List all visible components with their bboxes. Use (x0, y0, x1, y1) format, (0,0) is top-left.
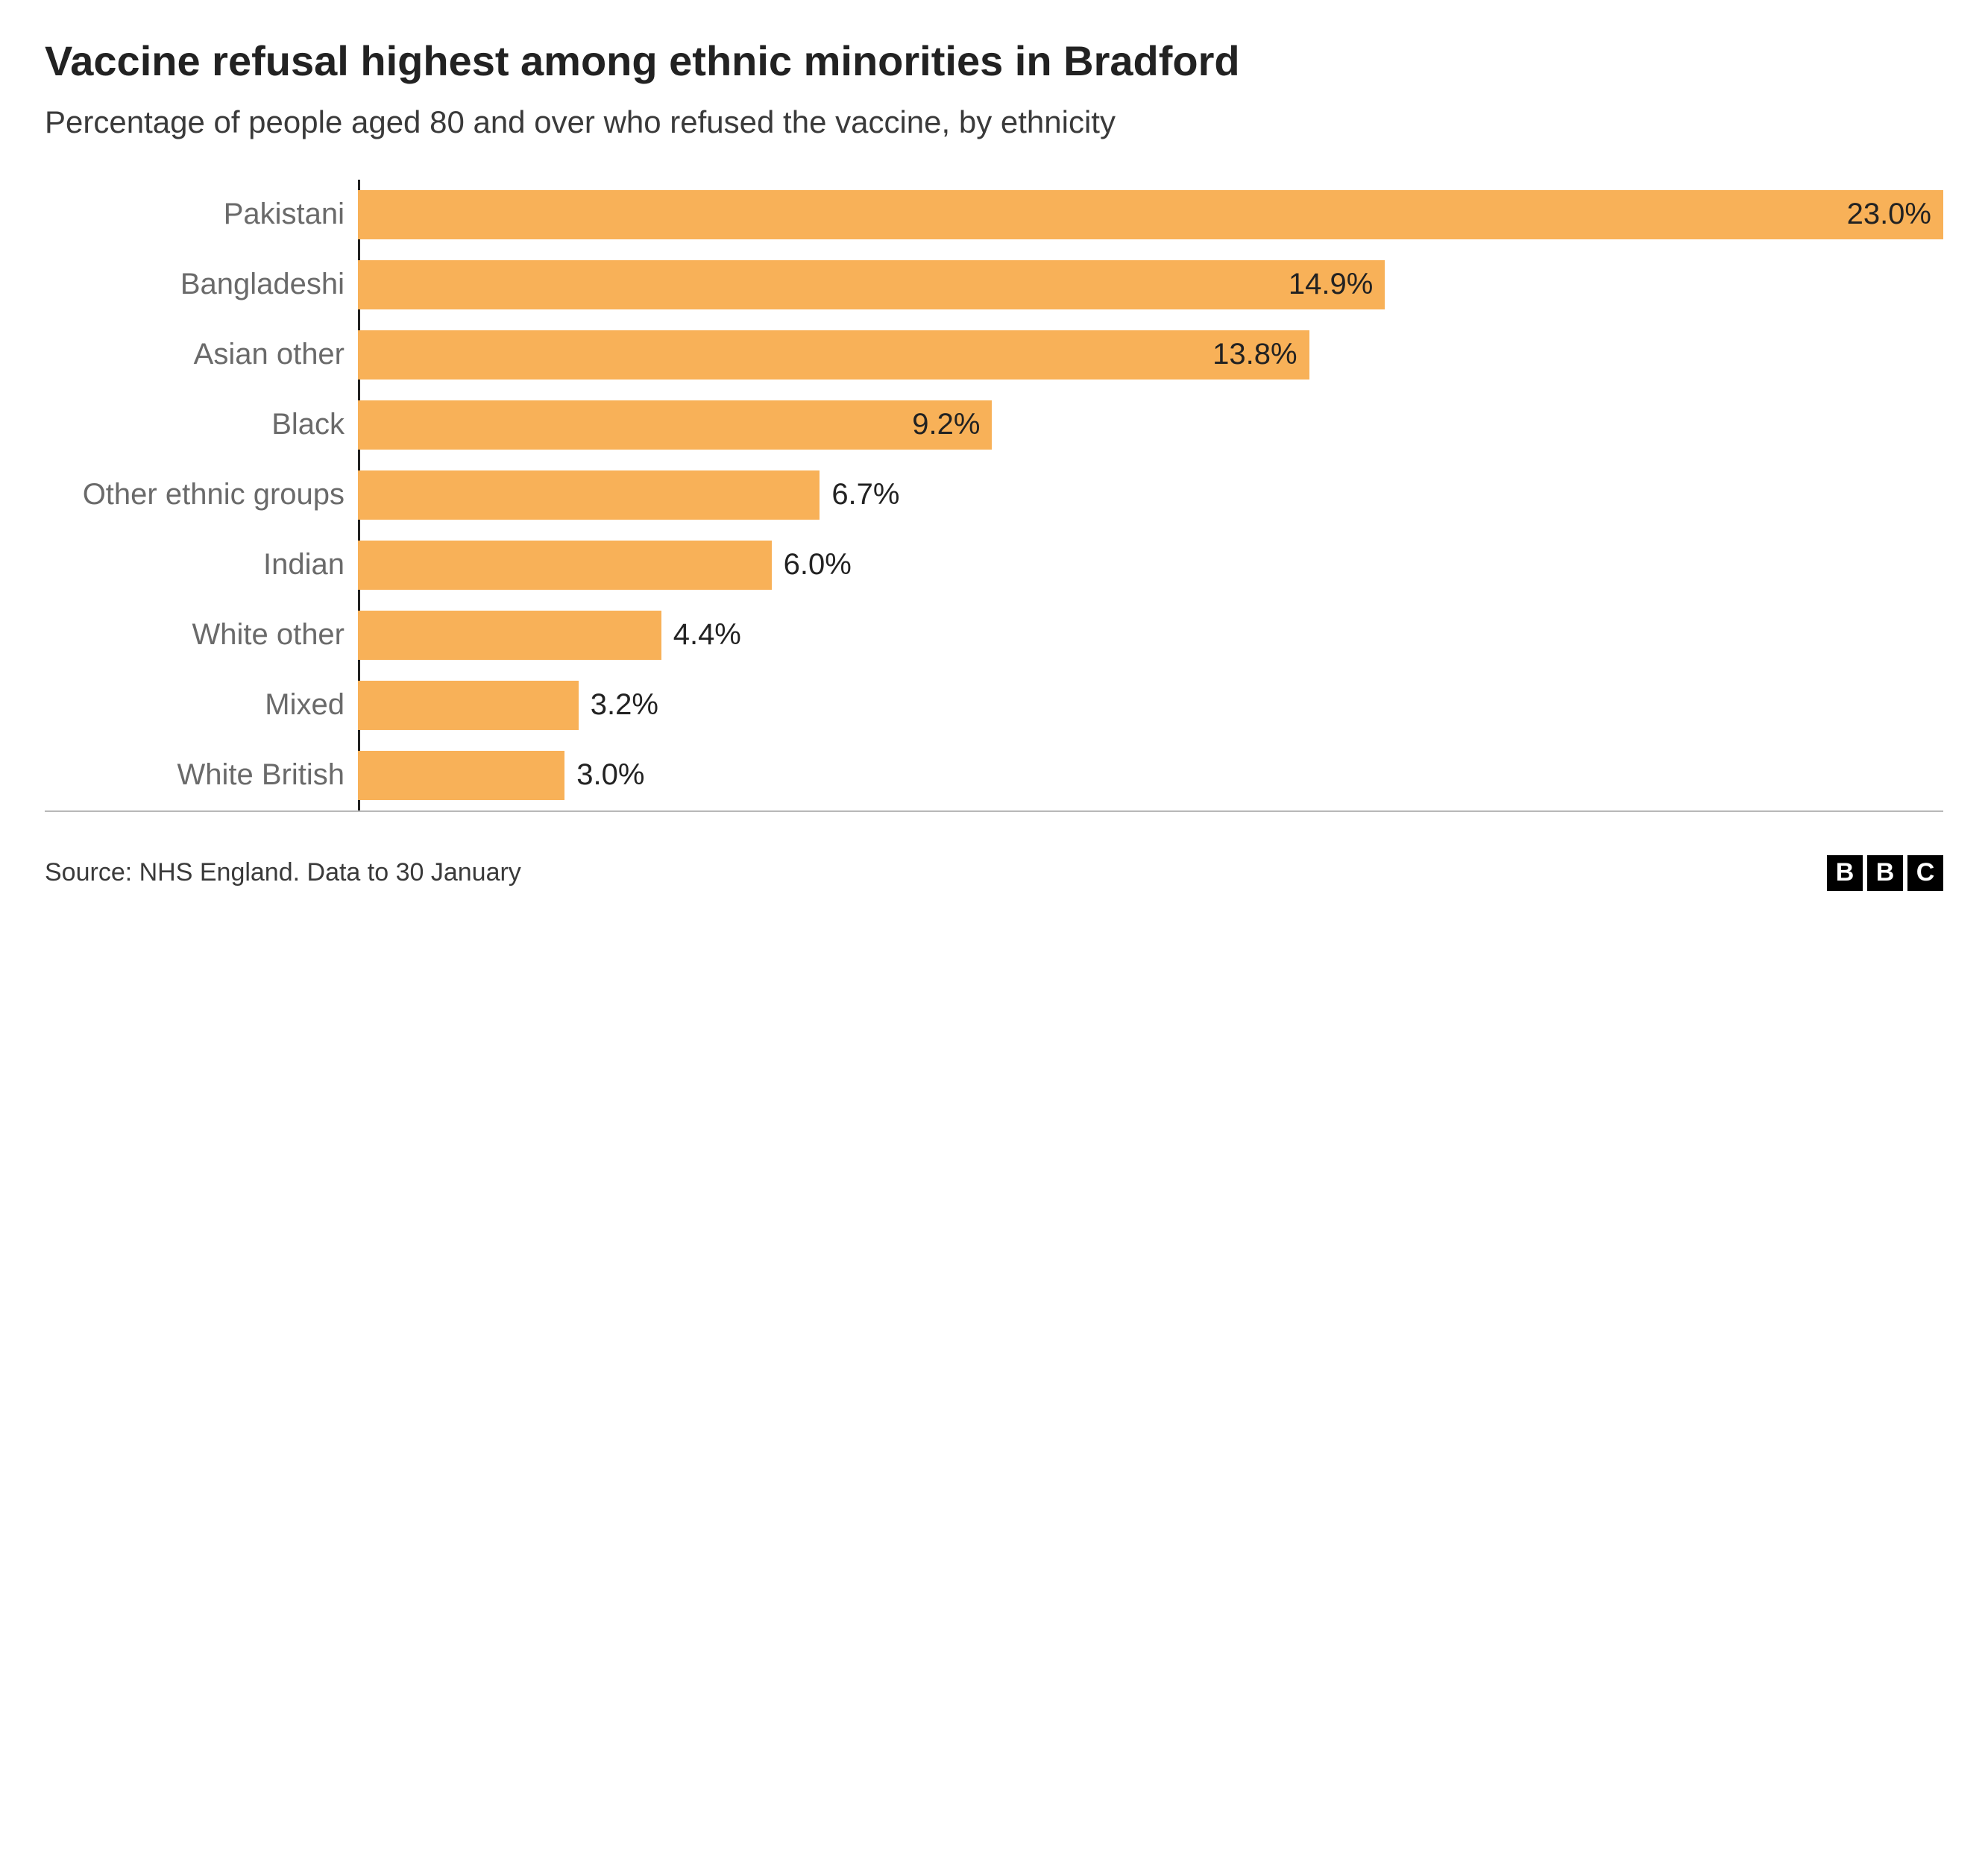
bar-track: 3.2% (358, 670, 1943, 740)
bar-track: 23.0% (358, 180, 1943, 250)
chart-footer: Source: NHS England. Data to 30 January … (45, 842, 1943, 891)
bar-category-label: Bangladeshi (45, 268, 358, 301)
bar-value-label: 3.2% (579, 688, 658, 722)
bar-track: 6.7% (358, 460, 1943, 530)
bar-row: Bangladeshi 14.9% (45, 250, 1943, 320)
chart-subtitle: Percentage of people aged 80 and over wh… (45, 103, 1943, 142)
bar-value-label: 9.2% (912, 408, 992, 441)
bar-track: 6.0% (358, 530, 1943, 600)
bar-value-label: 4.4% (661, 618, 741, 652)
bar-rect: 14.9% (358, 260, 1385, 309)
bar-track: 14.9% (358, 250, 1943, 320)
bar-value-label: 14.9% (1289, 268, 1385, 301)
bar-rect (358, 681, 579, 730)
bar-rect: 13.8% (358, 330, 1309, 380)
bar-category-label: White British (45, 758, 358, 792)
bbc-logo: B B C (1827, 855, 1943, 891)
bar-row: Other ethnic groups 6.7% (45, 460, 1943, 530)
footer-rule (45, 810, 1943, 812)
bar-rect: 9.2% (358, 400, 992, 450)
chart-title: Vaccine refusal highest among ethnic min… (45, 37, 1943, 85)
bar-row: Black 9.2% (45, 390, 1943, 460)
bar-row: Asian other 13.8% (45, 320, 1943, 390)
bar-category-label: White other (45, 618, 358, 652)
bar-value-label: 23.0% (1847, 198, 1943, 231)
bar-value-label: 6.7% (820, 478, 899, 511)
bar-value-label: 3.0% (564, 758, 644, 792)
bbc-logo-letter: B (1867, 855, 1903, 891)
bar-rect (358, 541, 772, 590)
chart-container: Vaccine refusal highest among ethnic min… (0, 0, 1988, 921)
bar-row: White other 4.4% (45, 600, 1943, 670)
bar-track: 9.2% (358, 390, 1943, 460)
bar-rect: 23.0% (358, 190, 1943, 239)
bar-row: Mixed 3.2% (45, 670, 1943, 740)
bar-rect (358, 751, 564, 800)
bar-row: Indian 6.0% (45, 530, 1943, 600)
bar-rect (358, 470, 820, 520)
bar-category-label: Pakistani (45, 198, 358, 231)
bar-category-label: Other ethnic groups (45, 478, 358, 511)
bbc-logo-letter: C (1907, 855, 1943, 891)
bar-track: 13.8% (358, 320, 1943, 390)
bar-track: 4.4% (358, 600, 1943, 670)
bar-row: White British 3.0% (45, 740, 1943, 810)
bar-category-label: Indian (45, 548, 358, 582)
bars-area: Pakistani 23.0% Bangladeshi 14.9% Asian othe… (45, 180, 1943, 810)
bar-category-label: Black (45, 408, 358, 441)
bbc-logo-letter: B (1827, 855, 1863, 891)
bar-row: Pakistani 23.0% (45, 180, 1943, 250)
bar-category-label: Mixed (45, 688, 358, 722)
bar-rect (358, 611, 661, 660)
bar-value-label: 6.0% (772, 548, 852, 582)
bar-track: 3.0% (358, 740, 1943, 810)
bar-category-label: Asian other (45, 338, 358, 371)
bar-value-label: 13.8% (1212, 338, 1309, 371)
source-text: Source: NHS England. Data to 30 January (45, 858, 521, 887)
